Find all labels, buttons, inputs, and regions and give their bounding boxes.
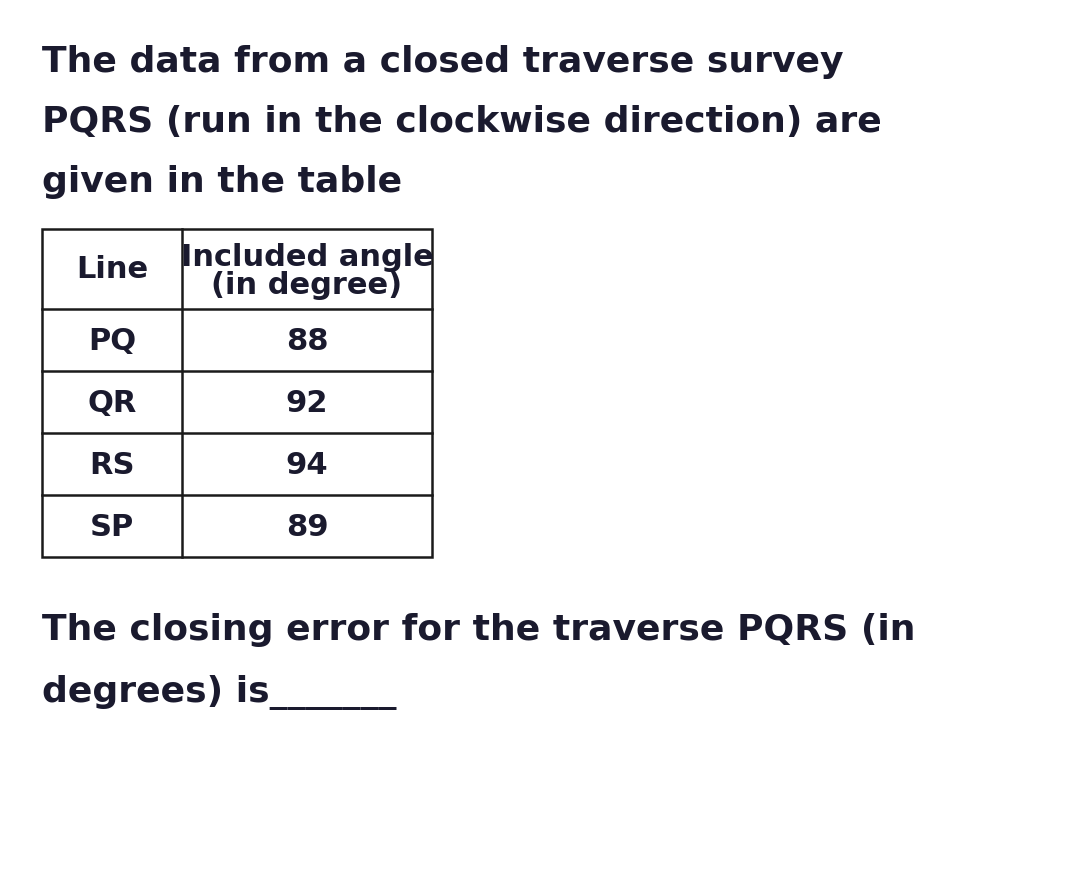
Text: SP: SP	[90, 512, 134, 541]
Text: (in degree): (in degree)	[212, 271, 403, 300]
Text: PQ: PQ	[87, 326, 136, 355]
Text: 92: 92	[286, 388, 328, 417]
Text: PQRS (run in the clockwise direction) are: PQRS (run in the clockwise direction) ar…	[42, 105, 881, 139]
Text: The closing error for the traverse PQRS (in: The closing error for the traverse PQRS …	[42, 613, 916, 647]
Text: RS: RS	[90, 450, 135, 479]
Text: 88: 88	[286, 326, 328, 355]
Text: Line: Line	[76, 255, 148, 284]
Text: given in the table: given in the table	[42, 165, 402, 199]
Text: QR: QR	[87, 388, 137, 417]
Text: The data from a closed traverse survey: The data from a closed traverse survey	[42, 45, 843, 79]
Text: 94: 94	[286, 450, 328, 479]
Text: Included angle: Included angle	[180, 243, 433, 272]
Bar	[42, 229, 432, 557]
Text: 89: 89	[286, 512, 328, 541]
Text: degrees) is_______: degrees) is_______	[42, 674, 396, 709]
